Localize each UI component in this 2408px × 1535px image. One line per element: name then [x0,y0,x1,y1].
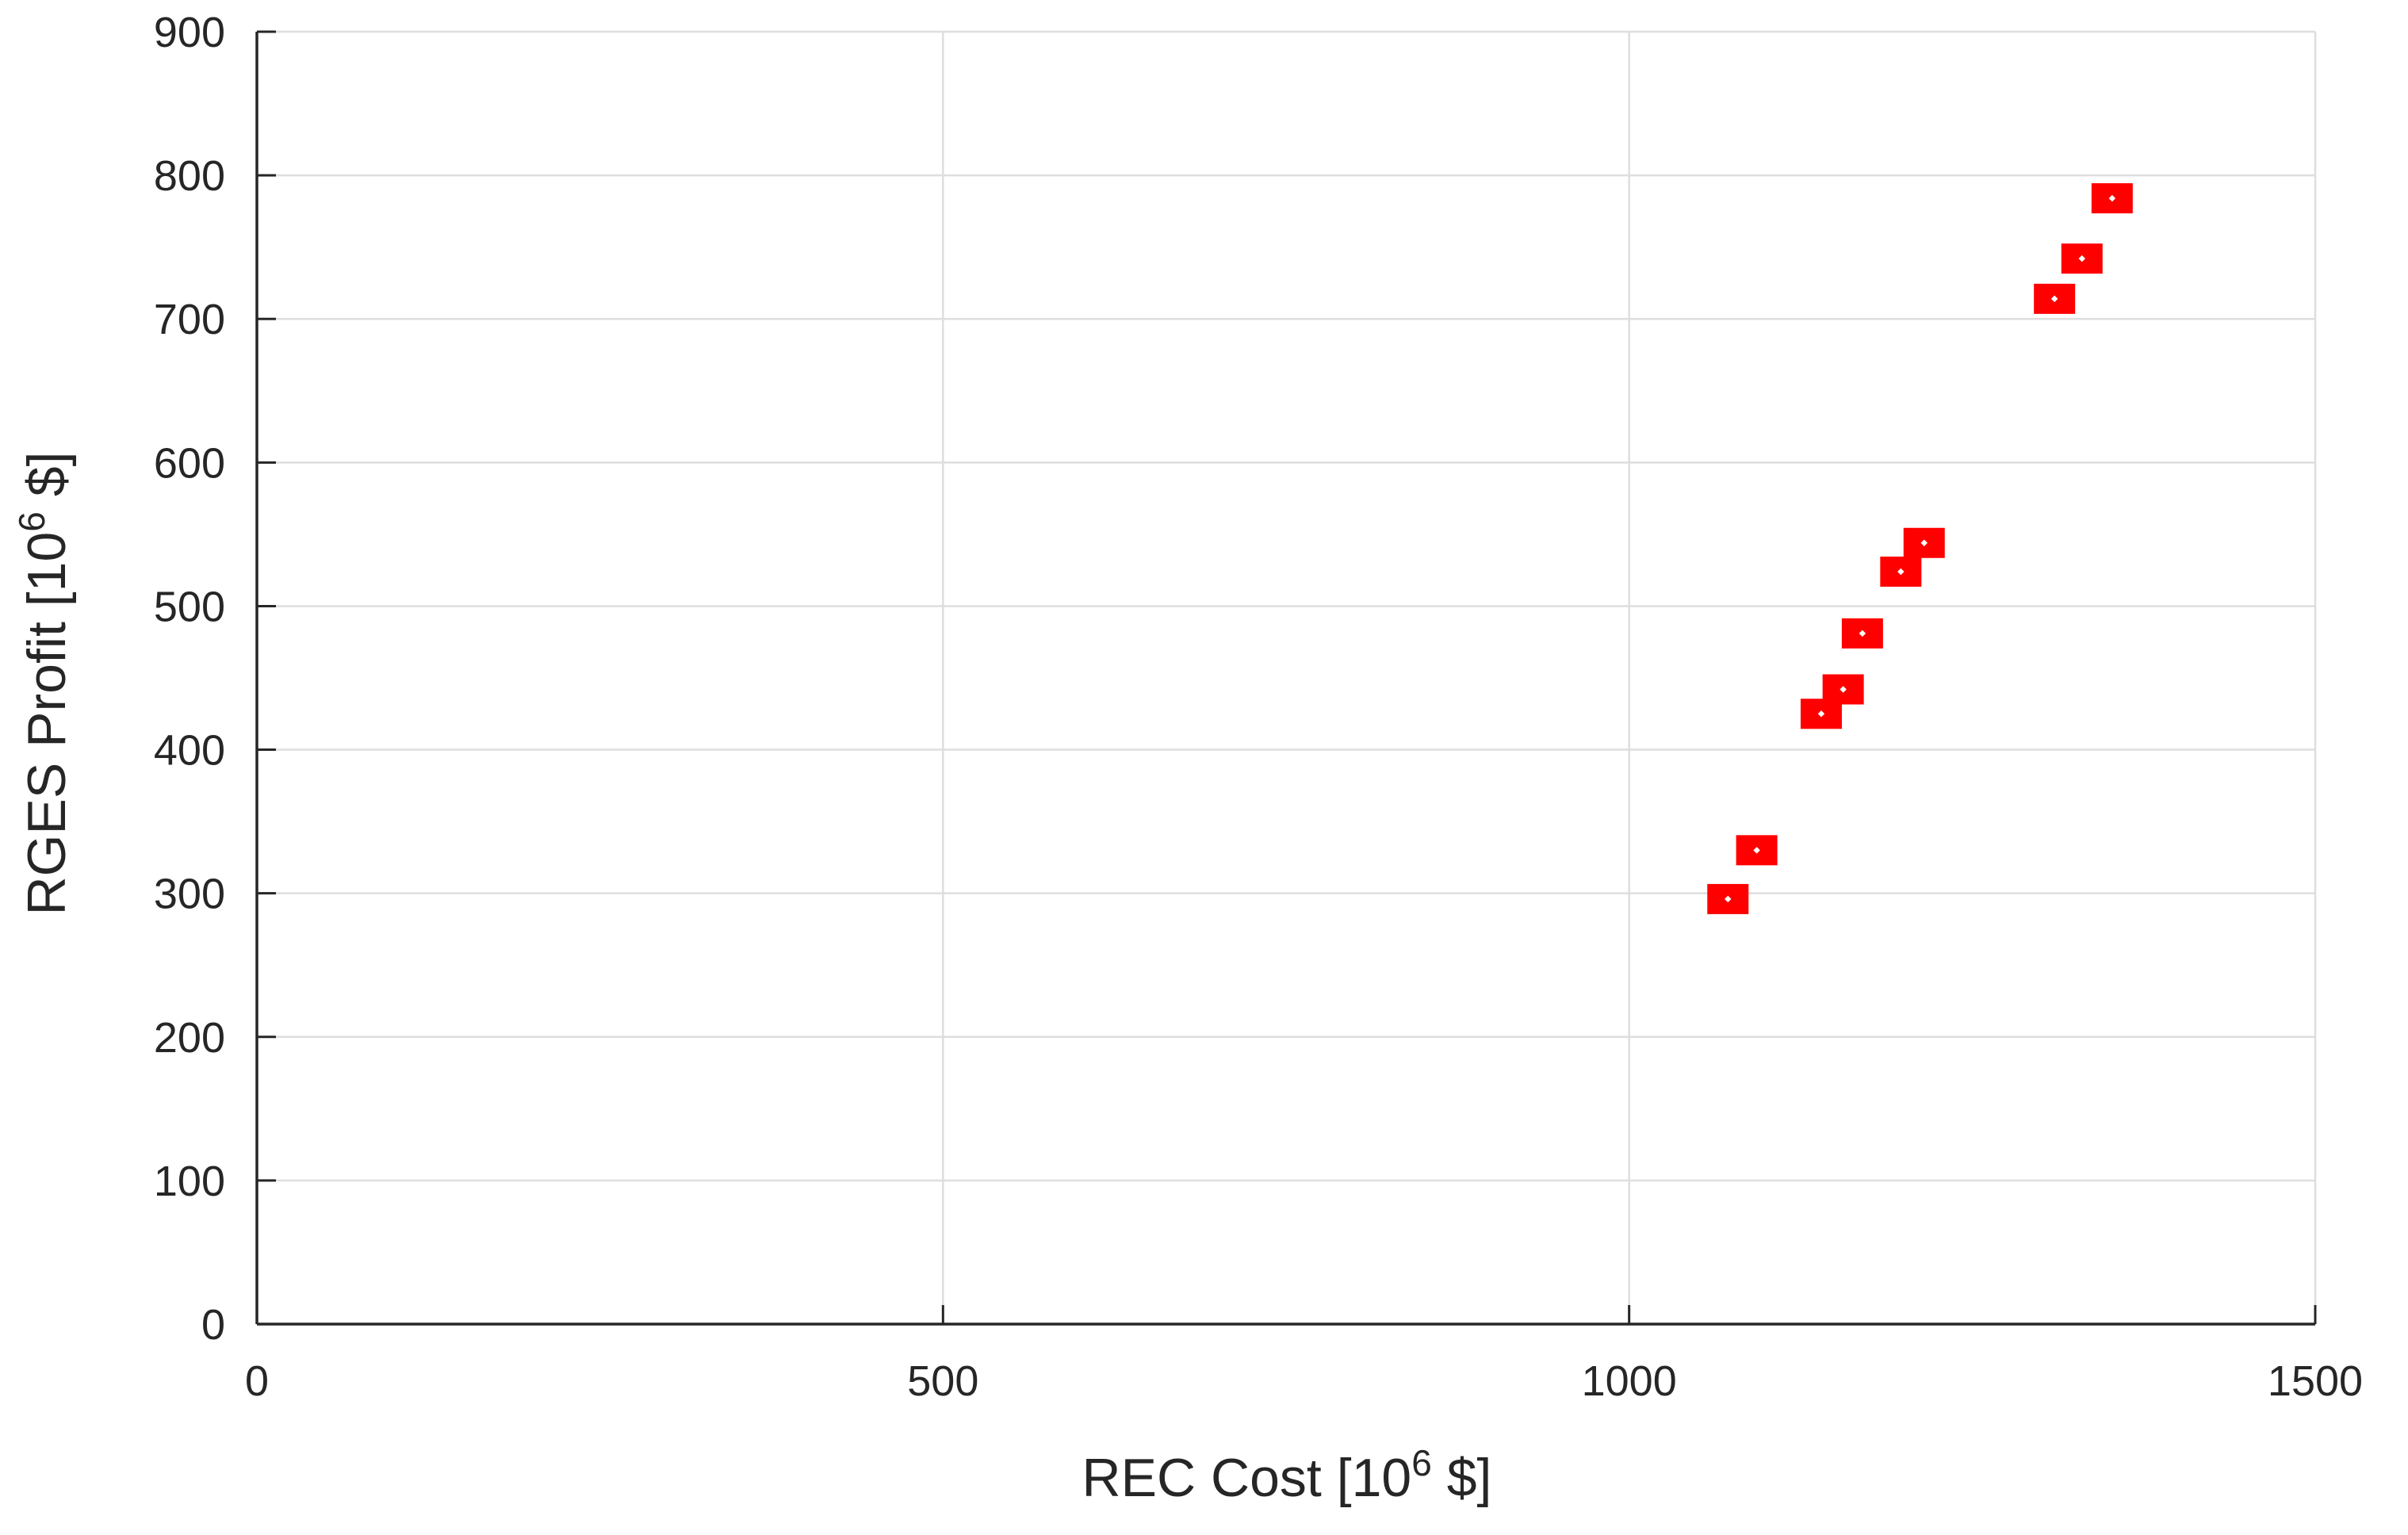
data-point-8 [2061,243,2103,274]
x-axis-label-superscript: 6 [1411,1442,1432,1483]
y-tick-label-3: 300 [154,871,225,918]
x-axis-label: REC Cost [106 $] [1082,1442,1492,1508]
axes [255,30,2317,1326]
y-tick-label-2: 200 [154,1014,225,1062]
data-point-center-6 [1920,539,1928,546]
y-axis-label-prefix: RGES Profit [10 [17,532,77,916]
y-tick-label-6: 600 [154,439,225,487]
x-tick-label-2: 1000 [1582,1357,1677,1405]
data-point-3 [1822,674,1864,705]
data-point-center-8 [2078,255,2086,262]
y-tick-label-4: 400 [154,727,225,775]
data-point-center-2 [1817,710,1825,718]
data-point-7 [2034,283,2076,314]
data-point-9 [2091,183,2133,214]
grid-lines [257,30,2317,1324]
data-point-0 [1707,883,1749,914]
y-tick-label-7: 700 [154,296,225,343]
y-tick-label-1: 100 [154,1158,225,1205]
data-point-1 [1736,835,1778,866]
y-axis-label-suffix: $] [17,452,77,512]
data-points [1707,183,2133,914]
data-point-4 [1841,618,1883,649]
data-point-center-5 [1897,568,1905,576]
data-point-center-4 [1859,630,1866,637]
y-axis-label: RGES Profit [106 $] [11,452,77,916]
x-tick-label-1: 500 [907,1357,978,1405]
y-tick-label-5: 500 [154,583,225,630]
y-tick-label-0: 0 [201,1301,225,1349]
x-axis-label-prefix: REC Cost [10 [1082,1448,1412,1508]
data-point-center-1 [1753,847,1760,854]
y-tick-label-8: 800 [154,152,225,200]
x-tick-label-0: 0 [245,1357,269,1405]
tick-labels: 0 500 1000 1500 0 100 200 300 400 500 600 700 800 900 [154,9,2363,1405]
data-point-center-0 [1725,895,1732,903]
y-tick-label-9: 900 [154,9,225,56]
data-point-center-7 [2050,295,2058,303]
x-tick-label-3: 1500 [2268,1357,2363,1405]
data-point-6 [1903,527,1945,558]
y-axis-label-superscript: 6 [11,511,52,532]
data-point-center-3 [1839,686,1847,693]
data-point-5 [1880,556,1922,587]
x-axis-label-suffix: $] [1432,1448,1492,1508]
